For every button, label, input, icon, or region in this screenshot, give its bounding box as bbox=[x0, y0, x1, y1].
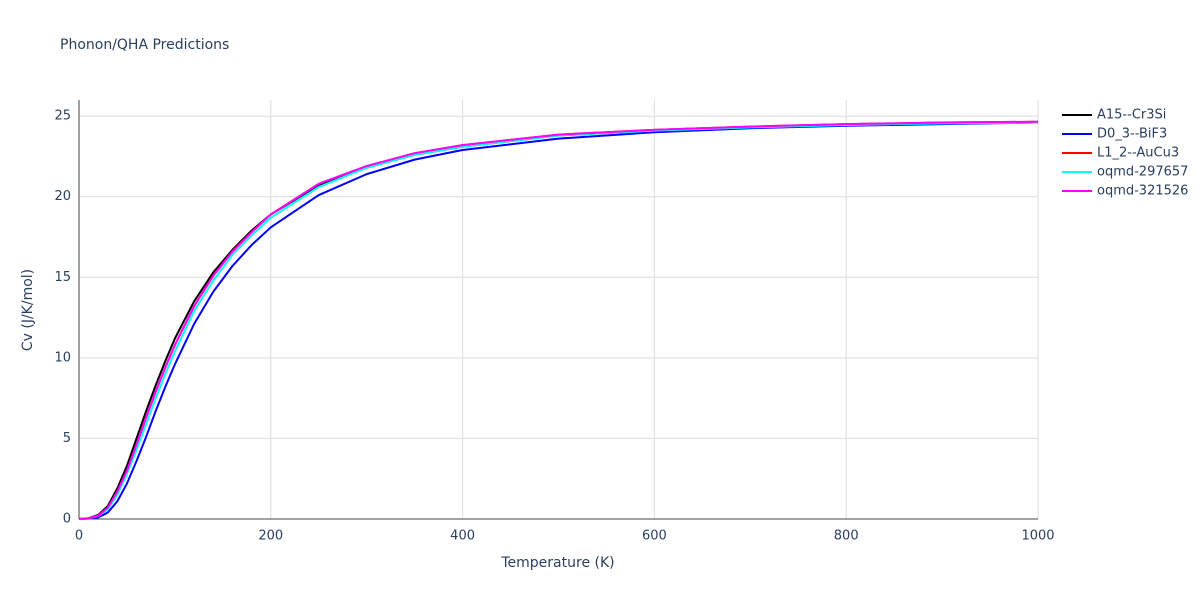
y-tick-label: 10 bbox=[54, 350, 71, 365]
series-line bbox=[78, 121, 1039, 520]
x-tick-label: 200 bbox=[258, 529, 283, 544]
legend-label: oqmd-321526 bbox=[1097, 184, 1188, 199]
y-axis-label: Cv (J/K/mol) bbox=[20, 269, 36, 351]
series-line bbox=[78, 121, 1039, 520]
x-tick-label: 0 bbox=[75, 529, 83, 544]
x-axis-label: Temperature (K) bbox=[500, 555, 614, 571]
legend-label: oqmd-297657 bbox=[1097, 165, 1188, 180]
legend-label: L1_2--AuCu3 bbox=[1097, 146, 1179, 161]
chart-title: Phonon/QHA Predictions bbox=[60, 37, 229, 53]
series-line bbox=[78, 120, 1039, 520]
y-tick-label: 20 bbox=[54, 189, 71, 204]
y-tick-label: 25 bbox=[54, 109, 71, 124]
x-tick-label: 1000 bbox=[1021, 529, 1054, 544]
y-tick-label: 0 bbox=[63, 512, 71, 527]
x-tick-label: 600 bbox=[642, 529, 667, 544]
x-tick-label: 400 bbox=[450, 529, 475, 544]
series-line bbox=[78, 120, 1039, 520]
x-tick-label: 800 bbox=[834, 529, 859, 544]
legend-label: D0_3--BiF3 bbox=[1097, 127, 1167, 142]
y-tick-label: 5 bbox=[63, 431, 71, 446]
y-tick-label: 15 bbox=[54, 270, 71, 285]
legend-label: A15--Cr3Si bbox=[1097, 108, 1166, 123]
series-line bbox=[78, 121, 1039, 520]
